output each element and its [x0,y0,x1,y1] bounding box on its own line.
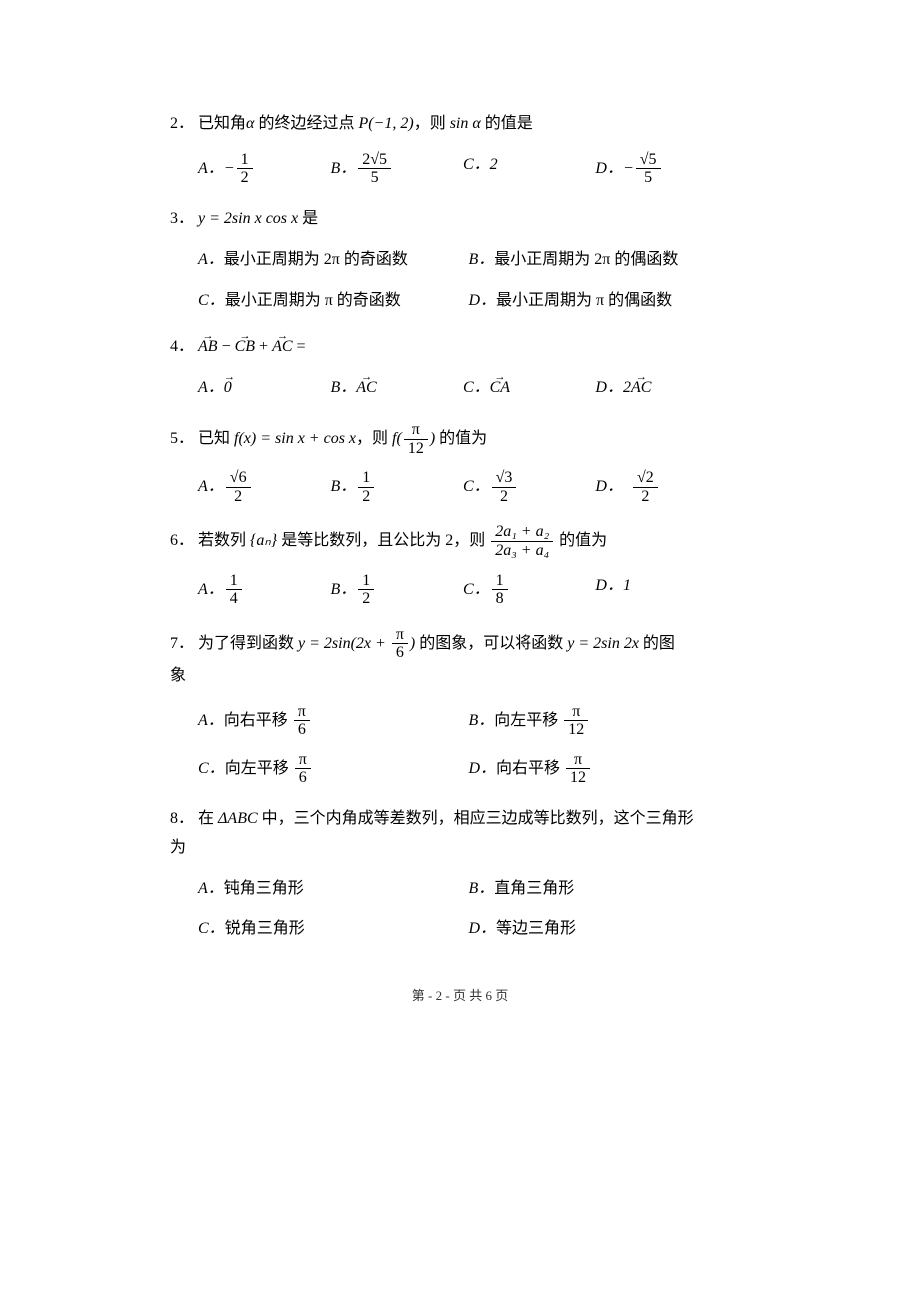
seq: {aₙ} [250,532,277,549]
question-8: 8． 在 ΔABC 中，三个内角成等差数列，相应三边成等比数列，这个三角形 为 … [170,805,750,944]
question-3: 3． y = 2sin x cos x 是 A．最小正周期为 2π 的奇函数 B… [170,205,750,315]
question-6: 6． 若数列 {aₙ} 是等比数列，且公比为 2，则 2a₁ + a₂2a₃ +… [170,523,750,607]
page-footer: 第 - 2 - 页 共 6 页 [170,984,750,1007]
options: A．钝角三角形 B．直角三角形 [170,875,750,904]
opt-b: B．2√55 [330,151,462,187]
text: 已知角 [198,115,246,132]
opt-a: A．−12 [198,151,330,187]
opt-b: B．12 [330,469,462,505]
question-4: 4． AB − CB + AC = A．0 B．AC C．CA D．2AC [170,333,750,403]
qnum: 7． [170,634,194,651]
options: A．√62 B．12 C．√32 D． √22 [170,469,750,505]
opt-b: B．AC [330,374,462,403]
point: P(−1, 2) [358,115,413,132]
opt-c: C．向左平移 π6 [198,751,468,787]
opt-c: C．最小正周期为 π 的奇函数 [198,287,468,316]
text: ，则 [356,430,392,447]
opt-b: B．向左平移 π12 [468,703,738,739]
opt-d: D． √22 [595,469,727,505]
opt-c: C．锐角三角形 [198,915,468,944]
options-row2: C．锐角三角形 D．等边三角形 [170,915,750,944]
opt-d: D．等边三角形 [468,915,738,944]
opt-d: D．1 [595,572,727,608]
qnum: 5． [170,430,194,447]
opt-b: B．最小正周期为 2π 的偶函数 [468,246,738,275]
options-row2: C．向左平移 π6 D．向右平移 π12 [170,751,750,787]
options: A．14 B．12 C．18 D．1 [170,572,750,608]
qnum: 8． [170,810,194,827]
text: 若数列 [198,532,250,549]
text: 的终边经过点 [254,115,358,132]
text-line2: 象 [170,662,750,691]
options: A．最小正周期为 2π 的奇函数 B．最小正周期为 2π 的偶函数 [170,246,750,275]
qnum: 4． [170,338,194,355]
qnum: 3． [170,210,194,227]
opt-d: D．最小正周期为 π 的偶函数 [468,287,738,316]
opt-d: D．2AC [595,374,727,403]
text: 是 [298,210,318,227]
text: 的值是 [481,115,533,132]
options: A．0 B．AC C．CA D．2AC [170,374,750,403]
question-5: 5． 已知 f(x) = sin x + cos x，则 f(π12) 的值为 … [170,421,750,505]
page-content: 2． 已知角α 的终边经过点 P(−1, 2)，则 sin α 的值是 A．−1… [0,0,920,1068]
opt-d: D．−√55 [595,151,727,187]
func: sin α [450,115,481,132]
question-2: 2． 已知角α 的终边经过点 P(−1, 2)，则 sin α 的值是 A．−1… [170,110,750,187]
opt-d: D．向右平移 π12 [468,751,738,787]
opt-a: A．√62 [198,469,330,505]
opt-a: A．0 [198,374,330,403]
opt-c: C．2 [463,151,595,187]
opt-b: B．直角三角形 [468,875,738,904]
opt-a: A．最小正周期为 2π 的奇函数 [198,246,468,275]
text: 已知 [198,430,234,447]
opt-c: C．√32 [463,469,595,505]
text: ，则 [414,115,450,132]
opt-c: C．18 [463,572,595,608]
qnum: 2． [170,115,194,132]
options: A．向右平移 π6 B．向左平移 π12 [170,703,750,739]
vec-ab: AB [198,333,218,362]
opt-b: B．12 [330,572,462,608]
options: A．−12 B．2√55 C．2 D．−√55 [170,151,750,187]
opt-c: C．CA [463,374,595,403]
text-line2: 为 [170,834,750,863]
text: 的值为 [555,532,607,549]
options-row2: C．最小正周期为 π 的奇函数 D．最小正周期为 π 的偶函数 [170,287,750,316]
vec-cb: CB [235,333,255,362]
text: 为了得到函数 [198,634,298,651]
fx: f(x) = sin x + cos x [234,430,356,447]
opt-a: A．钝角三角形 [198,875,468,904]
qnum: 6． [170,532,194,549]
opt-a: A．向右平移 π6 [198,703,468,739]
expr: y = 2sin x cos x [198,210,298,227]
opt-a: A．14 [198,572,330,608]
vec-ac: AC [272,333,292,362]
text: 是等比数列，且公比为 2，则 [277,532,489,549]
text: 在 [198,810,218,827]
question-7: 7． 为了得到函数 y = 2sin(2x + π6) 的图象，可以将函数 y … [170,626,750,787]
